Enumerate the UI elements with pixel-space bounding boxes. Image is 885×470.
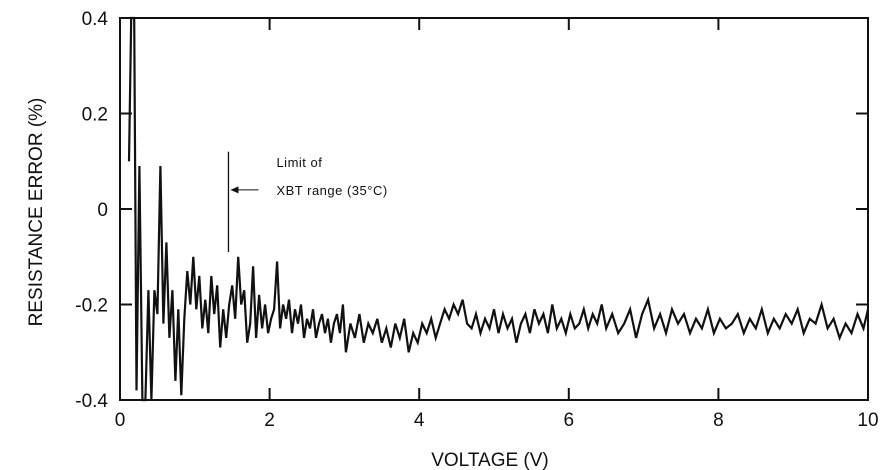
x-tick-label: 8	[713, 410, 724, 431]
plot-frame	[119, 17, 869, 401]
y-tick-label: 0.2	[82, 105, 108, 126]
annotation-arrowhead	[230, 186, 239, 194]
y-tick-label: -0.4	[75, 391, 108, 412]
x-tick-label: 4	[414, 410, 425, 431]
x-axis-label: VOLTAGE (V)	[431, 450, 549, 470]
axis-ticks	[119, 17, 869, 401]
annotation-text-line-2: XBT range (35°C)	[276, 183, 387, 198]
x-tick-label: 0	[115, 410, 126, 431]
xbt-range-annotation: Limit of XBT range (35°C)	[227, 151, 387, 252]
x-tick-label: 10	[857, 410, 878, 431]
y-tick-label: 0.4	[82, 9, 109, 30]
x-tick-label: 6	[564, 410, 575, 431]
annotation-text-line-1: Limit of	[276, 155, 322, 170]
y-axis-label: RESISTANCE ERROR (%)	[26, 98, 47, 327]
axis-tick-labels: 0 2 4 6 8 10 -0.4 -0.2 0 0.2 0.4	[75, 9, 878, 431]
y-axis-title: RESISTANCE ERROR (%)	[26, 98, 47, 327]
y-tick-label: -0.2	[75, 296, 108, 317]
y-tick-label: 0	[97, 200, 108, 221]
x-tick-label: 2	[264, 410, 275, 431]
series-line	[127, 16, 870, 402]
series-group	[127, 16, 870, 402]
